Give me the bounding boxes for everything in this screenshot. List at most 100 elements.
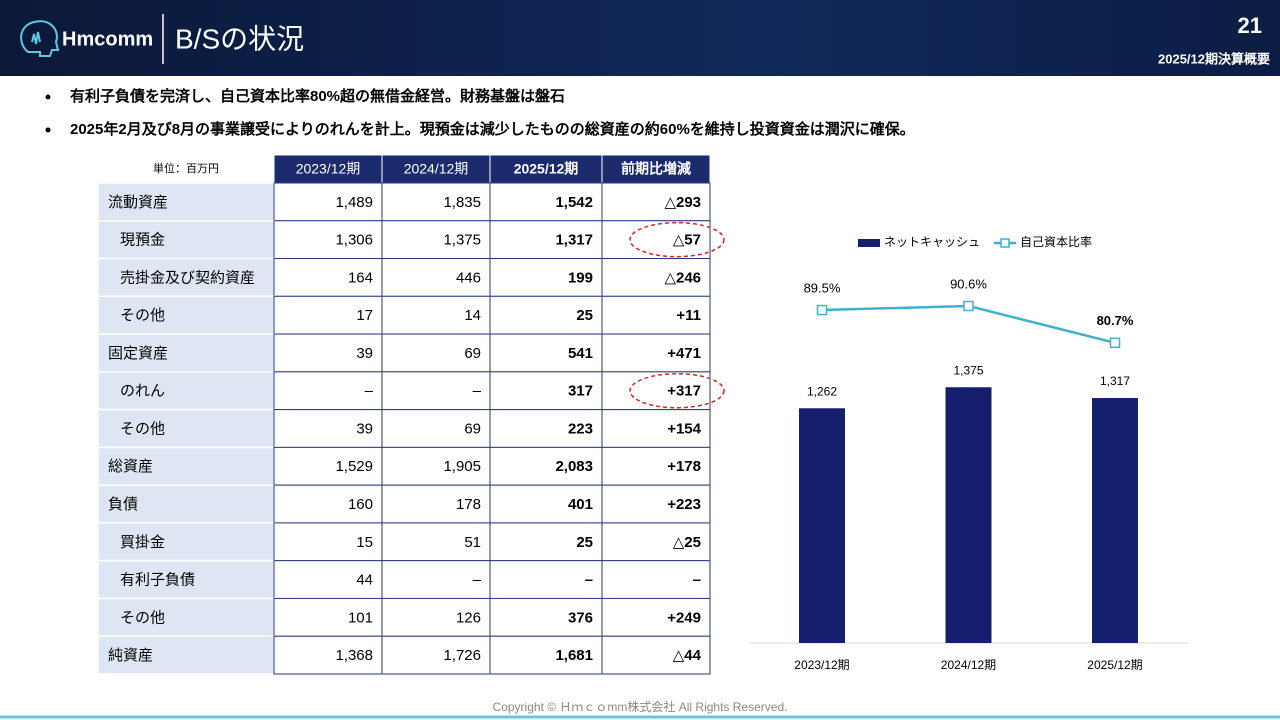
table-cell <box>489 258 603 297</box>
table-header-cell <box>381 154 491 184</box>
table-cell-text: △44 <box>673 647 702 664</box>
table-header-text: 2025/12期 <box>514 161 579 177</box>
table-cell <box>601 220 711 260</box>
table-cell-text: △293 <box>664 194 701 211</box>
row-label-cell <box>97 182 275 222</box>
table-cell <box>381 333 491 373</box>
table-cell-text: 1,368 <box>335 647 373 664</box>
table-header-text: 2023/12期 <box>296 161 361 177</box>
line-value-label: 80.7% <box>1097 313 1134 328</box>
line-marker <box>816 304 828 316</box>
table-cell-text: 401 <box>568 496 593 513</box>
table-cell-text: – <box>473 383 482 400</box>
table-cell-text: △25 <box>673 534 701 551</box>
table-cell-text: 164 <box>348 269 373 286</box>
table-cell <box>273 597 383 637</box>
row-label: その他 <box>120 307 165 324</box>
bullet-text: 2025年2月及び8月の事業譲受によりのれんを計上。現預金は減少したものの総資産… <box>70 120 915 138</box>
bullet-text: 有利子負債を完済し、自己資本比率80%超の無借金経営。財務基盤は盤石 <box>70 87 565 105</box>
table-cell <box>273 333 383 373</box>
bullet-dot <box>45 94 51 100</box>
row-label: のれん <box>120 383 165 400</box>
table-cell-text: – <box>693 572 701 589</box>
table-cell <box>273 220 383 260</box>
row-label-cell <box>97 522 275 562</box>
table-cell-text: 1,905 <box>443 458 481 475</box>
row-label-cell <box>97 484 275 524</box>
legend-label: ネットキャッシュ <box>884 235 980 249</box>
table-cell-text: 446 <box>456 269 481 286</box>
table-cell <box>381 371 491 411</box>
table-cell-text: △246 <box>664 269 701 286</box>
table-cell <box>273 484 383 524</box>
x-tick-label: 2025/12期 <box>1087 658 1142 672</box>
line-value-label: 89.5% <box>804 280 841 295</box>
table-cell-text: 69 <box>464 420 481 437</box>
table-cell-text: 1,835 <box>443 194 481 211</box>
line-marker <box>963 300 974 312</box>
table-cell-text: 17 <box>356 307 373 324</box>
table-cell-text: +178 <box>667 458 701 475</box>
table-cell <box>489 409 603 448</box>
table-cell-text: 69 <box>464 345 481 362</box>
bar-value-label: 1,262 <box>807 384 837 398</box>
row-label-cell <box>97 295 275 335</box>
table-cell-text: – <box>365 383 374 400</box>
table-cell <box>381 635 491 675</box>
table-cell-text: 376 <box>568 609 593 626</box>
slide-title: B/Sの状況 <box>175 23 304 54</box>
table-cell-text: 44 <box>356 572 373 589</box>
table-cell <box>601 635 711 675</box>
x-tick-label: 2024/12期 <box>941 658 996 672</box>
line-value-label: 90.6% <box>950 276 987 291</box>
line-marker <box>1109 337 1121 349</box>
slide-subtitle: 2025/12期決算概要 <box>1158 51 1270 66</box>
table-cell-text: +317 <box>667 383 701 400</box>
table-cell-text: +154 <box>667 420 701 437</box>
table-cell-text: 25 <box>576 307 593 324</box>
bar <box>799 408 845 643</box>
logo-text: Hmcomm <box>62 28 153 50</box>
table-cell <box>273 522 383 562</box>
table-cell-text: 2,083 <box>555 458 593 475</box>
bar <box>945 387 992 643</box>
table-cell <box>273 258 383 297</box>
row-label-cell <box>97 333 275 373</box>
table-cell <box>381 220 491 260</box>
table-cell-text: 1,375 <box>443 232 481 249</box>
table-cell-text: 541 <box>568 345 593 362</box>
logo-icon <box>20 20 60 57</box>
table-cell-text: 1,726 <box>443 647 481 664</box>
table-cell-text: +223 <box>667 496 701 513</box>
bar-value-label: 1,375 <box>953 363 983 377</box>
table-cell <box>489 295 603 335</box>
table-header-cell <box>489 154 603 184</box>
row-label: 買掛金 <box>120 534 165 551</box>
table-cell-text: 1,681 <box>555 647 593 664</box>
table-cell <box>273 560 383 599</box>
table-cell-text: 14 <box>464 307 481 324</box>
row-label: 有利子負債 <box>120 572 195 589</box>
table-cell-text: – <box>473 572 482 589</box>
copyright: Copyright © Ｈｍｃｏmm株式会社 All Rights Reserv… <box>493 699 788 714</box>
table-cell-text: +11 <box>676 307 701 324</box>
table-cell-text: 39 <box>356 345 373 362</box>
row-label: 固定資産 <box>108 345 168 362</box>
table-cell-text: 126 <box>456 609 481 626</box>
table-cell-text: △57 <box>673 232 701 249</box>
table-cell-text: 101 <box>348 609 373 626</box>
table-cell <box>273 635 383 675</box>
table-cell <box>601 522 711 562</box>
table-cell-text: +471 <box>667 345 701 362</box>
table-cell-text: – <box>585 572 593 589</box>
table-cell-text: 39 <box>356 420 373 437</box>
table-cell-text: 160 <box>348 496 373 513</box>
table-cell-text: 25 <box>576 534 593 551</box>
x-tick-label: 2023/12期 <box>794 658 849 672</box>
bar-value-label: 1,317 <box>1100 374 1130 388</box>
table-cell-text: 15 <box>356 534 373 551</box>
row-label: 総資産 <box>108 458 153 475</box>
table-cell-text: 223 <box>568 420 593 437</box>
table-cell-text: 199 <box>568 269 593 286</box>
